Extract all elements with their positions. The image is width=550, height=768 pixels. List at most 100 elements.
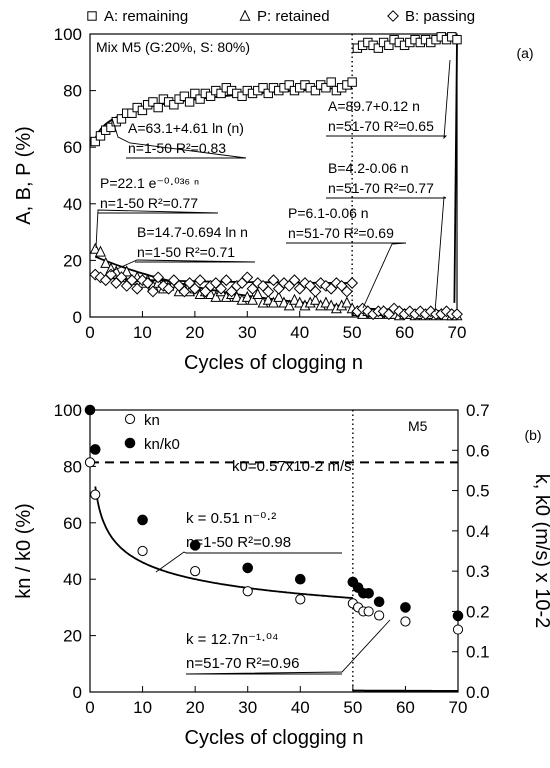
fit-equation: B=14.7-0.694 ln n <box>137 224 248 240</box>
y2-tick-label: 0.7 <box>466 401 490 420</box>
data-point <box>121 265 133 277</box>
data-point <box>141 277 154 289</box>
fit-curve-1 <box>94 486 353 599</box>
fit-leader <box>185 619 391 675</box>
data-point <box>363 606 374 617</box>
data-point <box>294 296 306 308</box>
data-point <box>373 596 385 608</box>
data-point <box>400 616 411 627</box>
data-point <box>273 290 285 302</box>
data-point <box>267 274 280 287</box>
data-point <box>89 444 101 455</box>
y-tick-label: 100 <box>54 25 82 44</box>
data-point <box>384 40 394 51</box>
y-tick-label: 0 <box>73 683 82 702</box>
data-point <box>400 602 411 613</box>
fit-leader <box>109 259 256 273</box>
data-point <box>288 274 301 287</box>
data-point <box>341 296 353 308</box>
legend-marker-0 <box>87 11 97 21</box>
data-point <box>242 562 254 574</box>
data-point <box>178 285 191 298</box>
panel-b: 0 10 20 30 40 50 60 70 0 20 40 60 80 100 0.0 0.1 0.2 0.3 0… <box>13 401 550 749</box>
y-tick-label: 80 <box>63 82 82 101</box>
data-point <box>247 293 259 305</box>
data-point <box>95 131 106 141</box>
data-point <box>94 245 106 257</box>
y-tick-label: 20 <box>63 251 82 270</box>
x-tick-label: 50 <box>343 698 362 717</box>
legend-label: A: remaining <box>104 8 188 25</box>
data-point <box>231 290 243 302</box>
data-point <box>190 566 201 577</box>
data-point <box>210 290 222 302</box>
x-tick-label: 70 <box>448 323 467 342</box>
y-tick-label: 40 <box>63 570 82 589</box>
data-point <box>283 299 295 311</box>
fit-range: n=1-50 R²=0.98 <box>186 534 291 551</box>
y-tick-label: 40 <box>63 195 82 214</box>
fit-equation: A=63.1+4.61 ln (n) <box>128 120 244 136</box>
fit-range: n=51-70 R²=0.69 <box>288 225 394 241</box>
data-point <box>295 594 306 605</box>
fit-leader <box>326 196 447 313</box>
data-point <box>216 88 226 99</box>
x-tick-label: 10 <box>133 323 152 342</box>
data-point <box>126 274 138 287</box>
fit-equation: A=89.7+0.12 n <box>328 98 420 114</box>
fit-range: n=1-50 R²=0.71 <box>137 244 235 260</box>
data-point <box>309 285 322 298</box>
data-point <box>105 268 117 281</box>
data-point <box>241 271 254 284</box>
fit-equation: P=22.1 e⁻⁰·⁰³⁶ ⁿ <box>100 175 199 191</box>
fit-connector <box>453 39 458 303</box>
y2-tick-label: 0.4 <box>466 522 490 541</box>
y2-tick-label: 0.5 <box>466 482 490 501</box>
data-point <box>162 282 175 295</box>
data-point <box>326 77 336 87</box>
data-point <box>340 285 353 298</box>
y2-tick-label: 0.6 <box>466 441 490 460</box>
data-point <box>374 610 385 621</box>
x-axis-label: Cycles of clogging n <box>184 352 363 374</box>
y-axis-label: kn / k0 (%) <box>13 503 35 599</box>
legend-marker-2 <box>387 10 399 22</box>
mix-label: Mix M5 (G:20%, S: 80%) <box>96 39 250 55</box>
y-tick-label: 20 <box>63 627 82 646</box>
data-point <box>310 85 321 96</box>
data-point <box>184 97 195 107</box>
plot-frame <box>89 409 459 693</box>
data-point <box>220 274 233 287</box>
data-point <box>325 299 337 311</box>
fit-leader <box>95 209 219 249</box>
x-axis-label: Cycles of clogging n <box>185 727 364 749</box>
data-point <box>452 624 464 635</box>
x-tick-label: 30 <box>238 323 257 342</box>
data-point <box>215 282 227 295</box>
data-point <box>190 88 200 99</box>
y-tick-label: 60 <box>63 514 82 533</box>
x-tick-label: 70 <box>449 698 468 717</box>
y-axis-label: A, B, P (%) <box>13 126 35 225</box>
legend-label: kn/k0 <box>144 436 180 453</box>
data-point <box>242 586 253 597</box>
fit-leader <box>155 551 342 573</box>
x-tick-label: 40 <box>290 323 309 342</box>
y2-tick-label: 0.0 <box>466 683 490 702</box>
data-point <box>100 256 112 268</box>
legend-label: kn <box>144 412 160 429</box>
data-point <box>147 285 159 298</box>
fit-leader <box>111 117 247 159</box>
data-point <box>189 540 201 551</box>
data-point <box>116 114 127 124</box>
data-point <box>131 282 144 295</box>
data-point <box>127 108 137 118</box>
fit-range: n=51-70 R²=0.96 <box>186 655 299 672</box>
data-point <box>84 404 96 416</box>
data-point <box>90 489 101 500</box>
data-point <box>195 94 205 104</box>
data-point <box>294 573 306 585</box>
data-point <box>321 83 331 93</box>
legend-marker-1 <box>239 9 251 21</box>
plot-frame <box>89 33 458 318</box>
